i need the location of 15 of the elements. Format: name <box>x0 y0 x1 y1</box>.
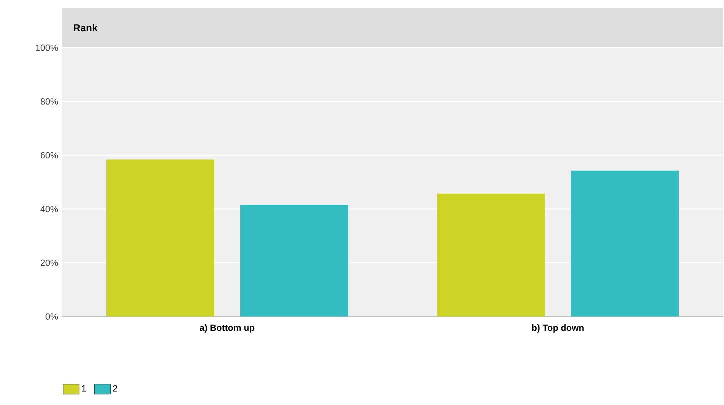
bar <box>240 205 348 317</box>
y-tick-label: 20% <box>40 260 58 266</box>
bar <box>437 194 546 317</box>
bar <box>106 160 214 317</box>
y-tick-label: 40% <box>40 206 58 213</box>
x-tick-label: a) Bottom up <box>200 324 255 334</box>
y-tick-label: 60% <box>40 152 58 159</box>
y-tick-label: 80% <box>40 98 58 106</box>
bar <box>571 170 680 317</box>
y-tick-label: 100% <box>36 44 58 52</box>
y-tick-label: 0% <box>46 314 58 320</box>
chart-title: Rank <box>74 24 98 32</box>
x-tick-label: b) Top down <box>532 324 584 334</box>
legend-label: 2 <box>113 386 118 392</box>
legend-label: 1 <box>82 386 86 392</box>
